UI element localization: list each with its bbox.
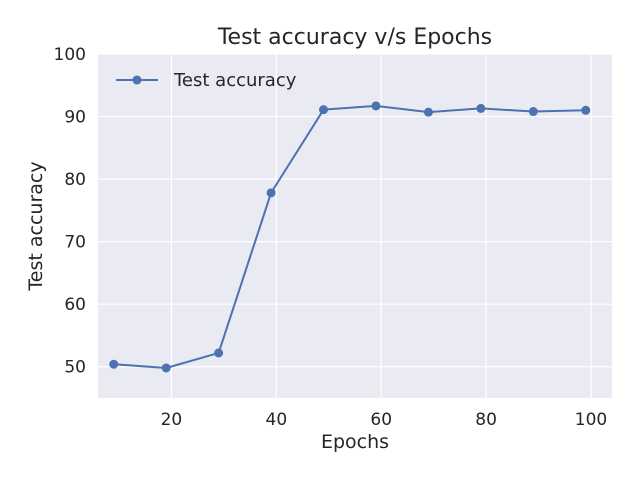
y-tick-label: 90 xyxy=(64,108,86,128)
data-point xyxy=(214,348,224,358)
plot-area xyxy=(98,54,612,398)
data-point xyxy=(109,359,119,369)
x-tick-label: 40 xyxy=(266,410,288,430)
grid-lines xyxy=(98,53,612,398)
x-tick-label: 80 xyxy=(475,410,497,430)
legend: Test accuracy xyxy=(116,70,297,91)
series-line xyxy=(113,104,586,369)
data-point xyxy=(161,363,171,373)
y-tick-label: 70 xyxy=(64,233,86,253)
x-tick-label: 100 xyxy=(575,410,607,430)
data-point xyxy=(476,103,486,113)
data-point xyxy=(581,105,591,115)
tick-labels: 20 40 60 80 100 50 60 70 80 90 100 xyxy=(54,45,608,430)
y-tick-label: 50 xyxy=(64,358,86,378)
y-tick-label: 80 xyxy=(64,170,86,190)
y-tick-label: 60 xyxy=(64,295,86,315)
data-point xyxy=(319,105,329,115)
data-point xyxy=(371,101,381,111)
y-axis-label: Test accuracy xyxy=(25,161,47,291)
x-tick-label: 60 xyxy=(370,410,392,430)
legend-dot-marker xyxy=(132,75,142,85)
x-tick-label: 20 xyxy=(161,410,183,430)
data-point xyxy=(528,107,538,117)
x-axis-label: Epochs xyxy=(321,431,389,453)
chart-title: Test accuracy v/s Epochs xyxy=(217,25,492,50)
legend-label: Test accuracy xyxy=(173,70,297,91)
data-series xyxy=(109,101,591,373)
data-point xyxy=(423,107,433,117)
data-point xyxy=(266,188,276,198)
y-tick-label: 100 xyxy=(54,45,86,65)
